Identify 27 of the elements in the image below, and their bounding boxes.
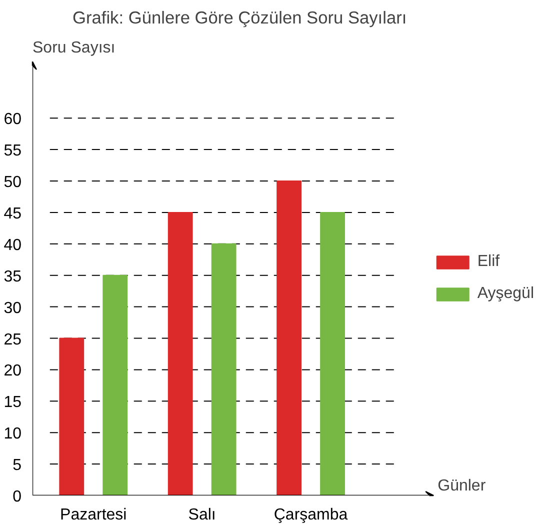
bar xyxy=(211,243,236,496)
x-tick-label: Salı xyxy=(188,506,216,524)
y-tick-label: 25 xyxy=(4,331,22,348)
y-tick-label: 5 xyxy=(12,457,22,474)
y-tick-label: 15 xyxy=(4,394,22,412)
legend-label: Ayşegül xyxy=(477,285,534,303)
y-tick-label: 35 xyxy=(4,268,22,286)
y-tick-label: 60 xyxy=(4,111,22,128)
y-tick-label: 0 xyxy=(12,488,22,506)
y-tick-label: 10 xyxy=(4,426,22,443)
y-tick-label: 50 xyxy=(4,174,22,192)
legend-label: Elif xyxy=(477,253,500,271)
bar xyxy=(168,212,193,496)
y-tick-label: 45 xyxy=(4,205,22,222)
x-axis-title: Günler xyxy=(438,478,486,494)
y-tick-label: 30 xyxy=(4,300,22,317)
y-tick-label: 40 xyxy=(4,236,22,254)
chart-title: Grafik: Günlere Göre Çözülen Soru Sayıları xyxy=(72,8,407,28)
x-tick-label: Pazartesi xyxy=(60,506,127,524)
x-tick-label: Çarşamba xyxy=(274,506,348,524)
y-axis-title: Soru Sayısı xyxy=(32,40,116,56)
y-tick-label: 55 xyxy=(4,142,22,160)
y-tick-label: 20 xyxy=(4,362,22,380)
bar xyxy=(102,274,128,496)
bar xyxy=(276,180,302,496)
bar xyxy=(59,338,84,496)
bar xyxy=(320,212,345,496)
